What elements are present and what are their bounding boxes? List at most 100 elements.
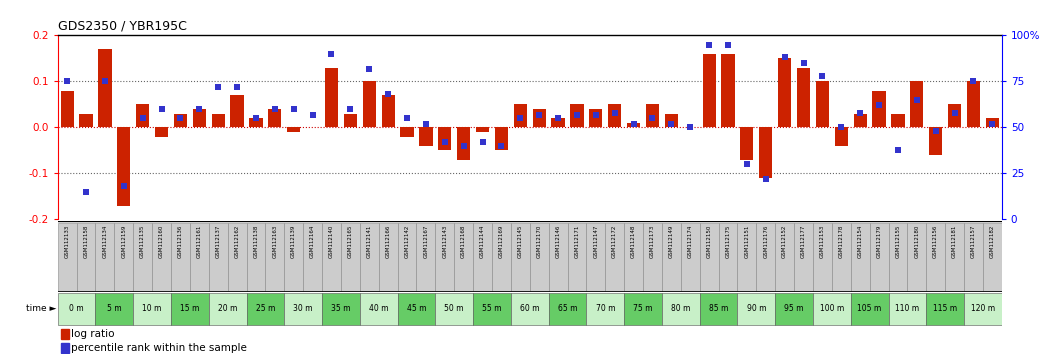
Bar bbox=[986, 118, 999, 127]
Text: GSM112146: GSM112146 bbox=[556, 225, 560, 258]
Text: GSM112134: GSM112134 bbox=[103, 225, 107, 258]
FancyBboxPatch shape bbox=[794, 223, 813, 291]
Text: GSM112152: GSM112152 bbox=[783, 225, 787, 258]
FancyBboxPatch shape bbox=[284, 293, 322, 325]
Point bbox=[436, 139, 453, 145]
FancyBboxPatch shape bbox=[851, 293, 889, 325]
FancyBboxPatch shape bbox=[511, 293, 549, 325]
FancyBboxPatch shape bbox=[907, 223, 926, 291]
Point bbox=[814, 73, 831, 79]
FancyBboxPatch shape bbox=[247, 293, 284, 325]
Text: GSM112144: GSM112144 bbox=[480, 225, 485, 258]
Text: 70 m: 70 m bbox=[596, 304, 615, 313]
Bar bbox=[778, 58, 791, 127]
Text: GSM112140: GSM112140 bbox=[329, 225, 334, 258]
Bar bbox=[665, 114, 678, 127]
Text: 110 m: 110 m bbox=[896, 304, 919, 313]
FancyBboxPatch shape bbox=[662, 293, 700, 325]
Point bbox=[115, 183, 132, 189]
FancyBboxPatch shape bbox=[530, 223, 549, 291]
Point bbox=[531, 112, 548, 118]
Point bbox=[795, 60, 812, 66]
FancyBboxPatch shape bbox=[700, 223, 719, 291]
Text: percentile rank within the sample: percentile rank within the sample bbox=[71, 343, 247, 353]
Bar bbox=[722, 54, 734, 127]
Text: 50 m: 50 m bbox=[445, 304, 464, 313]
Bar bbox=[193, 109, 206, 127]
Text: GSM112165: GSM112165 bbox=[348, 225, 352, 258]
Bar bbox=[99, 49, 111, 127]
Point bbox=[663, 121, 680, 127]
FancyBboxPatch shape bbox=[889, 293, 926, 325]
Text: GDS2350 / YBR195C: GDS2350 / YBR195C bbox=[58, 20, 187, 33]
Text: GSM112155: GSM112155 bbox=[896, 225, 900, 258]
Point bbox=[965, 79, 982, 84]
Point bbox=[304, 112, 321, 118]
Point bbox=[323, 51, 340, 57]
Text: GSM112147: GSM112147 bbox=[594, 225, 598, 258]
Text: GSM112170: GSM112170 bbox=[537, 225, 541, 258]
FancyBboxPatch shape bbox=[549, 223, 568, 291]
Point bbox=[399, 115, 415, 121]
FancyBboxPatch shape bbox=[190, 223, 209, 291]
FancyBboxPatch shape bbox=[549, 293, 586, 325]
Text: 35 m: 35 m bbox=[331, 304, 350, 313]
Text: GSM112159: GSM112159 bbox=[122, 225, 126, 258]
FancyBboxPatch shape bbox=[586, 293, 624, 325]
Text: GSM112181: GSM112181 bbox=[952, 225, 957, 258]
FancyBboxPatch shape bbox=[945, 223, 964, 291]
Point bbox=[134, 115, 151, 121]
Text: GSM112142: GSM112142 bbox=[405, 225, 409, 258]
Bar bbox=[741, 127, 753, 160]
FancyBboxPatch shape bbox=[643, 223, 662, 291]
FancyBboxPatch shape bbox=[473, 223, 492, 291]
Text: GSM112167: GSM112167 bbox=[424, 225, 428, 258]
Text: GSM112172: GSM112172 bbox=[613, 225, 617, 258]
Text: GSM112160: GSM112160 bbox=[159, 225, 164, 258]
Text: GSM112150: GSM112150 bbox=[707, 225, 711, 258]
Point bbox=[380, 91, 397, 97]
FancyBboxPatch shape bbox=[775, 223, 794, 291]
Point bbox=[550, 115, 566, 121]
Text: GSM112177: GSM112177 bbox=[801, 225, 806, 258]
FancyBboxPatch shape bbox=[605, 223, 624, 291]
Point bbox=[153, 106, 170, 112]
Text: 25 m: 25 m bbox=[256, 304, 275, 313]
FancyBboxPatch shape bbox=[662, 223, 681, 291]
Text: GSM112168: GSM112168 bbox=[462, 225, 466, 258]
Text: GSM112156: GSM112156 bbox=[934, 225, 938, 258]
FancyBboxPatch shape bbox=[473, 293, 511, 325]
Bar bbox=[646, 104, 659, 127]
Bar bbox=[948, 104, 961, 127]
FancyBboxPatch shape bbox=[322, 293, 360, 325]
Text: 45 m: 45 m bbox=[407, 304, 426, 313]
Text: GSM112169: GSM112169 bbox=[499, 225, 504, 258]
Point bbox=[97, 79, 113, 84]
Bar bbox=[382, 95, 394, 127]
Text: 60 m: 60 m bbox=[520, 304, 539, 313]
Point bbox=[720, 42, 736, 47]
Text: GSM112133: GSM112133 bbox=[65, 225, 69, 258]
Text: GSM112158: GSM112158 bbox=[84, 225, 88, 258]
Text: GSM112153: GSM112153 bbox=[820, 225, 825, 258]
FancyBboxPatch shape bbox=[416, 223, 435, 291]
Text: 95 m: 95 m bbox=[785, 304, 804, 313]
Bar bbox=[269, 109, 281, 127]
Text: GSM112157: GSM112157 bbox=[971, 225, 976, 258]
FancyBboxPatch shape bbox=[586, 223, 605, 291]
Text: 85 m: 85 m bbox=[709, 304, 728, 313]
Point bbox=[512, 115, 529, 121]
Text: GSM112166: GSM112166 bbox=[386, 225, 390, 258]
FancyBboxPatch shape bbox=[322, 223, 341, 291]
Bar bbox=[231, 95, 243, 127]
Bar bbox=[155, 127, 168, 137]
Bar bbox=[835, 127, 848, 146]
Bar bbox=[250, 118, 262, 127]
Bar bbox=[892, 114, 904, 127]
Text: GSM112137: GSM112137 bbox=[216, 225, 220, 258]
Text: 120 m: 120 m bbox=[971, 304, 994, 313]
Bar bbox=[703, 54, 715, 127]
Text: 105 m: 105 m bbox=[857, 304, 882, 313]
Bar bbox=[929, 127, 942, 155]
Bar bbox=[457, 127, 470, 160]
